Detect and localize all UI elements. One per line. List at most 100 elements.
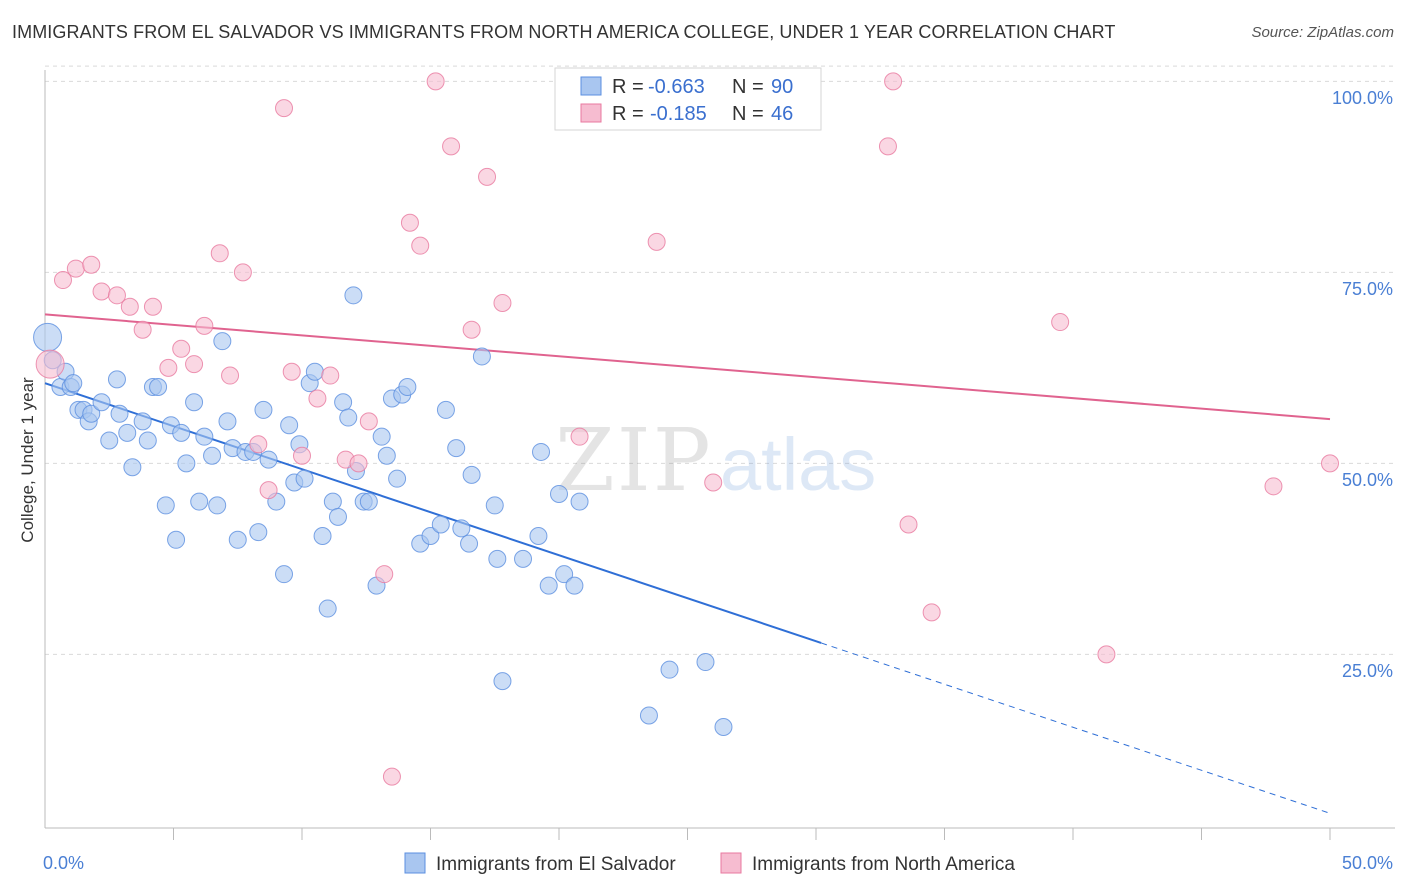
point-el-salvador xyxy=(452,519,471,538)
point-el-salvador xyxy=(328,507,347,526)
point-el-salvador xyxy=(203,446,222,465)
point-el-salvador xyxy=(359,492,378,511)
point-north-america xyxy=(382,767,401,786)
x-tick-label-min: 0.0% xyxy=(43,853,84,873)
point-north-america xyxy=(308,389,327,408)
point-north-america xyxy=(1097,645,1116,664)
point-el-salvador xyxy=(92,393,111,412)
y-tick-label: 50.0% xyxy=(1342,470,1393,490)
point-el-salvador xyxy=(138,431,157,450)
point-el-salvador xyxy=(323,492,342,511)
point-el-salvador xyxy=(436,400,455,419)
point-el-salvador xyxy=(149,378,168,396)
point-north-america xyxy=(922,603,941,622)
point-north-america xyxy=(1321,454,1339,473)
point-el-salvador xyxy=(172,423,191,442)
point-el-salvador xyxy=(532,442,551,461)
point-el-salvador xyxy=(460,534,479,553)
point-el-salvador xyxy=(539,576,558,595)
legend-n-value: 46 xyxy=(771,103,793,125)
point-north-america xyxy=(321,366,340,385)
point-el-salvador xyxy=(696,653,715,672)
legend-r-value: -0.663 xyxy=(648,76,705,98)
point-north-america xyxy=(493,293,512,312)
chart-title: IMMIGRANTS FROM EL SALVADOR VS IMMIGRANT… xyxy=(12,22,1116,42)
point-north-america xyxy=(411,236,430,255)
y-tick-label: 100.0% xyxy=(1332,88,1393,108)
point-north-america xyxy=(899,515,918,534)
point-north-america xyxy=(570,427,589,446)
source-credit: Source: ZipAtlas.com xyxy=(1251,24,1394,41)
trend-line-north-america xyxy=(44,313,1331,421)
point-north-america xyxy=(375,565,394,584)
point-north-america xyxy=(185,355,204,374)
point-el-salvador xyxy=(208,496,227,515)
point-el-salvador xyxy=(377,446,396,465)
point-el-salvador xyxy=(249,523,268,542)
series-legend: Immigrants from El Salvador Immigrants f… xyxy=(404,852,1015,875)
point-el-salvador xyxy=(529,526,548,545)
point-north-america xyxy=(66,259,85,278)
point-el-salvador xyxy=(82,404,101,423)
trend-line-el-salvador-extension xyxy=(820,642,1331,814)
point-el-salvador xyxy=(388,469,407,488)
point-el-salvador xyxy=(714,717,733,736)
point-el-salvador xyxy=(123,458,142,477)
trend-lines xyxy=(44,313,1331,814)
point-el-salvador xyxy=(280,416,299,435)
point-el-salvador xyxy=(100,431,119,450)
point-north-america xyxy=(82,255,101,274)
point-north-america xyxy=(120,297,139,316)
point-north-america xyxy=(259,481,278,500)
point-el-salvador xyxy=(493,672,512,691)
point-el-salvador xyxy=(118,423,137,442)
point-el-salvador xyxy=(156,496,175,515)
point-north-america xyxy=(35,349,65,379)
y-tick-labels: 25.0% 50.0% 75.0% 100.0% xyxy=(1332,88,1393,681)
y-axis-label: College, Under 1 year xyxy=(18,377,37,543)
point-el-salvador xyxy=(213,332,232,351)
point-el-salvador xyxy=(190,492,209,511)
point-north-america xyxy=(53,271,72,290)
point-north-america xyxy=(1264,477,1283,496)
legend-n-value: 90 xyxy=(771,76,793,98)
point-el-salvador xyxy=(33,322,63,352)
point-el-salvador xyxy=(550,484,568,503)
point-el-salvador xyxy=(344,286,363,305)
point-el-salvador xyxy=(339,408,358,427)
point-el-salvador xyxy=(431,515,450,534)
y-tick-label: 25.0% xyxy=(1342,661,1393,681)
point-north-america xyxy=(172,339,191,358)
point-el-salvador xyxy=(228,530,247,549)
point-north-america xyxy=(195,316,214,335)
legend-r-label: R = xyxy=(612,76,644,98)
point-el-salvador xyxy=(318,599,337,618)
point-north-america xyxy=(478,167,497,186)
point-north-america xyxy=(233,263,252,282)
y-tick-label: 75.0% xyxy=(1342,279,1393,299)
point-north-america xyxy=(704,473,723,492)
point-north-america xyxy=(426,72,445,91)
series-legend-swatch-blue xyxy=(404,852,426,874)
point-el-salvador xyxy=(555,565,574,584)
point-north-america xyxy=(878,137,897,156)
point-el-salvador xyxy=(313,526,332,545)
point-north-america xyxy=(92,282,111,301)
point-el-salvador xyxy=(275,565,294,584)
point-el-salvador xyxy=(133,412,152,431)
gridlines xyxy=(45,65,1395,655)
legend-n-label: N = xyxy=(732,76,764,98)
point-north-america xyxy=(210,244,229,263)
legend-swatch-pink xyxy=(580,103,602,123)
point-el-salvador xyxy=(514,549,533,568)
point-el-salvador xyxy=(462,465,481,484)
point-el-salvador xyxy=(110,404,129,423)
x-tick-label-max: 50.0% xyxy=(1342,853,1393,873)
point-el-salvador xyxy=(295,469,314,488)
point-el-salvador xyxy=(177,454,196,473)
series-legend-label: Immigrants from North America xyxy=(752,854,1015,875)
point-el-salvador xyxy=(660,660,679,679)
data-points xyxy=(33,72,1339,786)
point-el-salvador xyxy=(185,393,204,412)
